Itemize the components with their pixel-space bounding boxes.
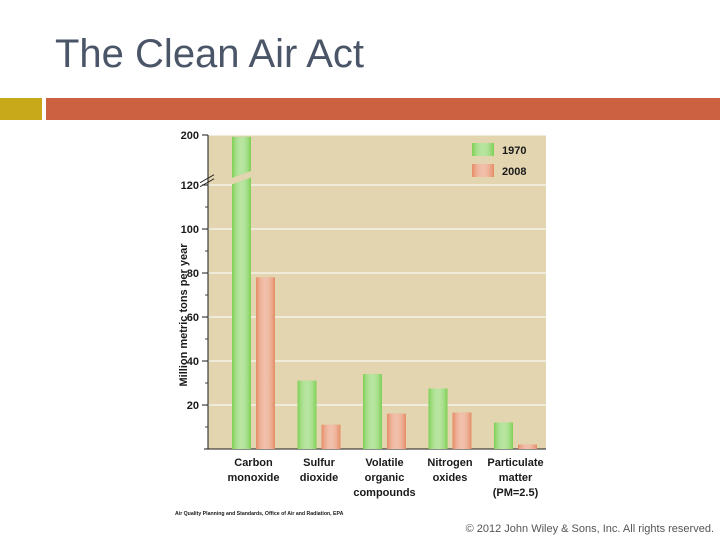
y-tick-label: 60 (187, 312, 199, 324)
legend-label-2008: 2008 (502, 166, 526, 178)
axis-break-mark (199, 178, 215, 188)
category-label: oxides (433, 472, 468, 484)
bar-shine (232, 136, 251, 449)
category-label: monoxide (228, 472, 280, 484)
y-tick-label: 120 (181, 180, 199, 192)
category-label: Particulate (487, 457, 543, 469)
y-tick-label: 100 (181, 224, 199, 236)
category-label: matter (499, 472, 533, 484)
y-tick-label: 40 (187, 356, 199, 368)
y-tick-label: 80 (187, 268, 199, 280)
bars (229, 136, 537, 449)
category-label: dioxide (300, 472, 339, 484)
bar-shine (518, 444, 537, 449)
accent-bar-yellow (0, 98, 42, 120)
category-label: compounds (353, 487, 415, 499)
category-label: Volatile (365, 457, 403, 469)
legend-swatch-shine (472, 143, 494, 156)
category-label: organic (365, 472, 405, 484)
category-label: Carbon (234, 457, 273, 469)
bar-shine (428, 388, 448, 449)
legend: 1970 2008 (472, 143, 526, 178)
bar-shine (297, 380, 317, 449)
legend-label-1970: 1970 (502, 145, 526, 157)
axes: 20 40 60 80 100 120 200 (181, 130, 546, 450)
bar-shine (321, 424, 341, 449)
category-label: (PM=2.5) (493, 487, 539, 499)
copyright-notice: © 2012 John Wiley & Sons, Inc. All right… (465, 523, 714, 535)
legend-swatch-shine (472, 164, 494, 177)
y-tick-label: 20 (187, 400, 199, 412)
category-label: Nitrogen (427, 457, 473, 469)
axis-break-mark (199, 174, 215, 184)
bar-break-band (229, 171, 253, 185)
y-tick-label: 200 (181, 130, 199, 142)
source-note: Air Quality Planning and Standards, Offi… (175, 511, 344, 517)
bar-shine (387, 413, 406, 449)
accent-bar-red (46, 98, 720, 120)
bar-shine (494, 422, 513, 449)
bar-shine (452, 412, 472, 449)
category-labels: Carbon monoxide Sulfur dioxide Volatile organ… (228, 457, 544, 499)
category-label: Sulfur (303, 457, 335, 469)
bar-shine (256, 277, 275, 449)
emissions-bar-chart: 20 40 60 80 100 120 200 Carbon monoxide Sulfur di… (175, 130, 546, 517)
slide-title: The Clean Air Act (55, 32, 365, 76)
y-axis-label: Million metric tons per year (178, 243, 190, 387)
bar-shine (363, 374, 382, 449)
